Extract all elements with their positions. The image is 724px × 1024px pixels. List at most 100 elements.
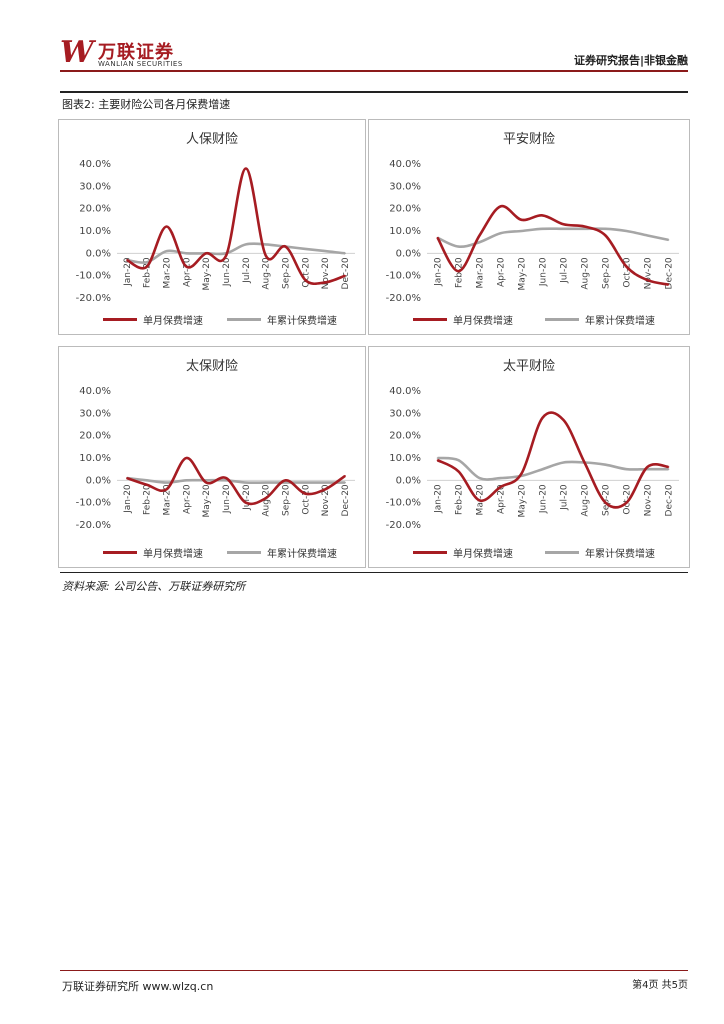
data-point <box>225 479 227 482</box>
y-tick-label: 40.0% <box>79 159 111 170</box>
legend-item: 单月保费增速 <box>413 545 513 560</box>
x-tick-label: May-20 <box>518 484 528 517</box>
legend-item: 单月保费增速 <box>413 312 513 327</box>
y-tick-label: 20.0% <box>79 204 111 215</box>
x-tick-label: Jun-20 <box>539 257 549 287</box>
y-tick-label: -20.0% <box>386 293 421 304</box>
data-point <box>304 279 307 281</box>
y-tick-label: 20.0% <box>79 431 111 442</box>
x-tick-label: May-20 <box>518 257 528 290</box>
series-line-cumulative <box>126 242 346 264</box>
data-point <box>145 484 148 486</box>
data-point <box>646 466 649 468</box>
data-point <box>478 241 481 243</box>
chart-plot: -20.0% -10.0% 0.0% 10.0% 20.0% 30.0% 40.0% Jan-… <box>386 386 679 531</box>
data-point <box>344 252 346 255</box>
footer-divider <box>60 970 688 971</box>
data-point <box>344 274 346 277</box>
data-point <box>646 234 649 237</box>
data-point <box>284 245 287 248</box>
data-point <box>304 481 307 484</box>
x-tick-label: Jan-20 <box>434 257 444 287</box>
data-point <box>625 230 628 232</box>
series-line-single-month <box>436 204 669 286</box>
x-tick-label: Jul-20 <box>560 257 570 284</box>
x-tick-label: Jan-20 <box>123 257 133 287</box>
legend-swatch <box>545 318 579 321</box>
chart-cpic: 太保财险 -20.0% -10.0% 0.0% 10.0% 20.0% 30.0% 40.0%… <box>58 346 366 568</box>
series-line-single-month <box>126 167 346 286</box>
legend-item: 年累计保费增速 <box>227 312 337 327</box>
data-point <box>145 265 148 268</box>
data-point <box>304 248 307 250</box>
data-point <box>520 219 523 221</box>
x-tick-label: Jul-20 <box>242 484 252 511</box>
legend-swatch <box>413 551 447 554</box>
data-point <box>245 243 247 246</box>
data-point <box>284 481 287 484</box>
x-tick-label: Apr-20 <box>182 257 192 287</box>
y-tick-label: -10.0% <box>386 498 421 509</box>
y-tick-label: -10.0% <box>386 271 421 282</box>
y-tick-label: 30.0% <box>79 181 111 192</box>
series-line-cumulative <box>126 476 346 485</box>
y-tick-label: 0.0% <box>86 475 111 486</box>
data-point <box>165 488 168 491</box>
x-tick-label: Sep-20 <box>282 484 292 516</box>
data-point <box>562 461 565 464</box>
x-tick-label: Nov-20 <box>644 257 654 289</box>
x-tick-label: Dec-20 <box>665 257 675 289</box>
y-tick-label: -20.0% <box>386 520 421 531</box>
y-tick-label: 10.0% <box>79 453 111 464</box>
y-tick-label: 20.0% <box>389 204 421 215</box>
x-tick-label: Jun-20 <box>539 484 549 514</box>
legend-swatch <box>545 551 579 554</box>
x-tick-label: Apr-20 <box>182 484 192 514</box>
data-point <box>562 223 565 226</box>
x-tick-label: Sep-20 <box>602 484 612 516</box>
x-tick-label: Aug-20 <box>581 484 591 517</box>
x-tick-label: Jan-20 <box>434 484 444 514</box>
data-point <box>344 481 346 484</box>
chart-picc: 人保财险 -20.0% -10.0% 0.0% 10.0% 20.0% 30.0% 40.0%… <box>58 119 366 335</box>
figure-title: 图表2: 主要财险公司各月保费增速 <box>62 98 231 111</box>
x-tick-label: Apr-20 <box>497 257 507 287</box>
data-point <box>583 225 586 228</box>
data-point <box>478 234 481 237</box>
x-tick-label: Feb-20 <box>455 484 465 515</box>
x-tick-label: Nov-20 <box>644 484 654 516</box>
legend-swatch <box>227 318 261 321</box>
page-number: 第4页 共5页 <box>632 980 688 991</box>
legend-item: 单月保费增速 <box>103 545 203 560</box>
x-tick-label: Feb-20 <box>455 257 465 288</box>
data-point <box>324 488 327 491</box>
y-tick-label: 10.0% <box>389 453 421 464</box>
chart-plot: -20.0% -10.0% 0.0% 10.0% 20.0% 30.0% 40.0% Jan-… <box>76 159 355 304</box>
data-point <box>264 243 267 246</box>
data-point <box>165 481 168 484</box>
data-point <box>126 259 128 261</box>
data-point <box>145 479 148 482</box>
data-point <box>478 477 481 479</box>
data-point <box>604 501 607 504</box>
data-point <box>264 254 267 257</box>
x-tick-label: Jul-20 <box>242 257 252 284</box>
data-point <box>625 468 628 470</box>
brand-name-en: WANLIAN SECURITIES <box>98 60 183 68</box>
y-tick-label: 40.0% <box>389 159 421 170</box>
data-point <box>499 477 502 479</box>
chart-title: 人保财险 <box>185 132 238 147</box>
data-point <box>126 477 128 479</box>
data-point <box>667 239 670 241</box>
x-tick-label: Dec-20 <box>665 484 675 516</box>
x-tick-label: Mar-20 <box>163 484 173 515</box>
legend-swatch <box>103 318 137 321</box>
x-tick-label: May-20 <box>202 484 212 517</box>
x-tick-label: Sep-20 <box>602 257 612 289</box>
data-point <box>646 279 649 281</box>
data-point <box>205 481 208 484</box>
data-point <box>245 501 247 504</box>
x-tick-label: Oct-20 <box>301 257 311 288</box>
data-point <box>185 252 188 255</box>
series-line-single-month <box>126 456 346 506</box>
